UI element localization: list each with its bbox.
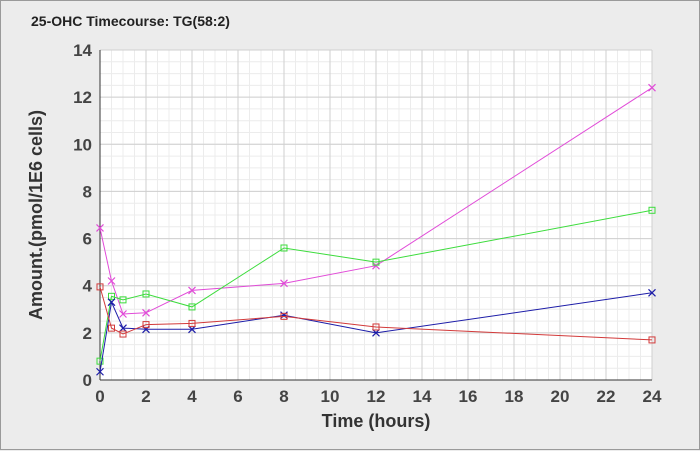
x-tick-label: 22: [597, 387, 616, 406]
data-point: [648, 288, 656, 297]
data-point: [188, 286, 196, 295]
data-point: [280, 312, 288, 320]
axes: [99, 50, 652, 381]
series-line: [99, 87, 653, 315]
series-2: [96, 206, 656, 365]
x-tick-label: 10: [321, 387, 340, 406]
data-point: [119, 296, 127, 304]
data-point: [188, 303, 196, 311]
data-point: [107, 298, 116, 307]
data-point: [372, 258, 380, 266]
y-tick-label: 12: [73, 88, 92, 107]
data-point: [96, 224, 104, 232]
y-tick-label: 4: [83, 277, 93, 296]
data-point: [96, 283, 104, 291]
x-tick-label: 0: [95, 387, 104, 406]
data-point: [96, 367, 104, 376]
y-axis-label: Amount.(pmol/1E6 cells): [26, 110, 46, 320]
series-3: [96, 288, 656, 376]
data-point: [280, 311, 288, 320]
data-point: [648, 336, 656, 344]
data-point: [108, 324, 115, 332]
series-line: [99, 209, 653, 362]
data-point: [142, 325, 150, 334]
data-point: [280, 279, 288, 288]
series-line: [99, 286, 653, 341]
x-tick-label: 16: [459, 387, 478, 406]
data-point: [142, 290, 150, 298]
data-point: [108, 292, 115, 300]
y-tick-label: 6: [83, 230, 92, 249]
data-point: [372, 323, 380, 331]
data-point: [107, 277, 116, 285]
x-tick-labels: 0 2 4 6 8 10 12 14 16 18 20 22 24: [95, 387, 662, 406]
x-tick-label: 14: [413, 387, 432, 406]
series-line: [99, 292, 653, 372]
y-tick-label: 0: [83, 371, 92, 390]
data-point: [142, 308, 150, 317]
y-tick-label: 14: [73, 41, 92, 60]
data-point: [142, 321, 150, 329]
x-tick-label: 8: [279, 387, 288, 406]
series-layer: [96, 83, 656, 376]
data-point: [648, 206, 656, 214]
x-tick-label: 12: [367, 387, 386, 406]
x-tick-label: 6: [233, 387, 242, 406]
y-tick-label: 2: [83, 324, 92, 343]
data-point: [119, 324, 127, 333]
x-tick-label: 4: [187, 387, 197, 406]
data-point: [119, 310, 127, 318]
x-tick-label: 24: [643, 387, 662, 406]
data-point: [372, 261, 380, 270]
y-tick-labels: 0 2 4 6 8 10 12 14: [73, 41, 92, 390]
data-point: [280, 244, 288, 252]
data-point: [372, 328, 380, 337]
x-tick-label: 20: [551, 387, 570, 406]
series-1: [96, 83, 656, 318]
y-tick-label: 10: [73, 135, 92, 154]
x-tick-label: 18: [505, 387, 524, 406]
data-point: [188, 325, 196, 334]
data-point: [119, 330, 127, 338]
data-point: [96, 357, 104, 365]
data-point: [648, 83, 656, 92]
x-axis-label: Time (hours): [322, 411, 431, 431]
chart-title: 25-OHC Timecourse: TG(58:2): [31, 13, 230, 29]
series-4: [96, 283, 656, 344]
data-point: [188, 319, 196, 327]
y-tick-label: 8: [83, 182, 92, 201]
x-tick-label: 2: [141, 387, 150, 406]
